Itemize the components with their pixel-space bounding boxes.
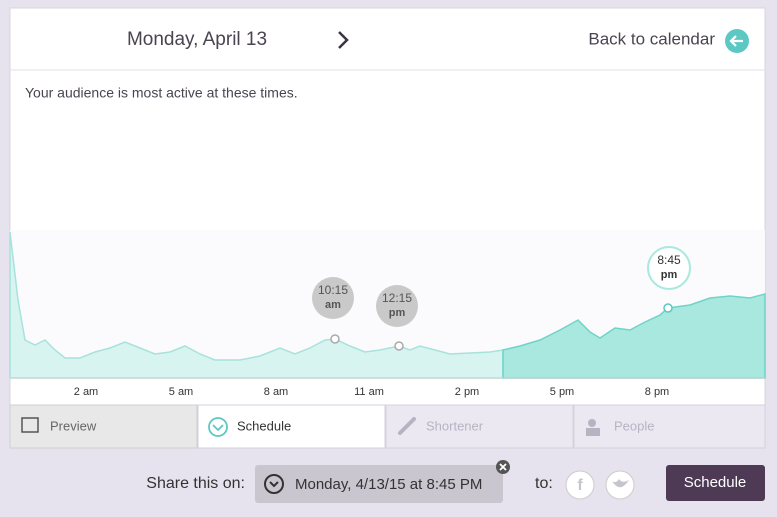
intro-text: Your audience is most active at these ti… [25, 85, 298, 101]
time-label: 8 am [264, 386, 288, 398]
peak-bubble[interactable] [376, 285, 418, 327]
schedule-icon [208, 417, 228, 437]
panel [9, 7, 766, 449]
peak-dot [394, 341, 404, 351]
tab-label[interactable]: Preview [50, 418, 97, 433]
time-label: 5 am [169, 386, 193, 398]
peak-dot [663, 303, 673, 313]
peak-bubble[interactable] [312, 277, 354, 319]
clear-x [499, 463, 507, 471]
time-label: 8 pm [645, 386, 669, 398]
date-title: Monday, April 13 [127, 29, 267, 50]
time-label: 5 pm [550, 386, 574, 398]
peak-period: pm [389, 307, 406, 319]
peak-period: am [325, 299, 341, 311]
people-icon [588, 419, 596, 427]
activity-area [9, 231, 504, 379]
time-label: 2 am [74, 386, 98, 398]
schedule-button[interactable] [666, 465, 765, 501]
back-link[interactable]: Back to calendar [588, 29, 715, 48]
peak-dot [330, 334, 340, 344]
back-arrow [729, 35, 743, 47]
preview-icon [21, 417, 39, 433]
next-day[interactable] [338, 31, 349, 49]
tab[interactable] [573, 404, 766, 449]
peak-time: 10:15 [318, 283, 348, 297]
tab[interactable] [9, 404, 198, 449]
facebook-icon: f [577, 477, 583, 494]
activity-area-selected [502, 293, 766, 379]
schedule-icon-check [212, 424, 224, 432]
clock-hand [269, 481, 279, 488]
datetime[interactable]: Monday, 4/13/15 at 8:45 PM [295, 476, 482, 493]
twitter-icon [612, 479, 629, 488]
tab[interactable] [197, 404, 386, 449]
peak-time: 12:15 [382, 291, 412, 305]
tab-label[interactable]: Schedule [237, 418, 291, 433]
clock-icon [264, 474, 284, 494]
peak-time: 8:45 [657, 253, 681, 267]
peak-period: pm [661, 269, 678, 281]
time-label: 11 am [354, 386, 384, 398]
schedule-button-label[interactable]: Schedule [684, 474, 747, 491]
tab[interactable] [385, 404, 574, 449]
shortener-icon [398, 417, 416, 435]
datetime-box[interactable] [255, 465, 503, 503]
tab-label[interactable]: People [614, 418, 654, 433]
share-label: Share this on: [146, 475, 245, 492]
time-label: 2 pm [455, 386, 479, 398]
to-label: to: [535, 475, 553, 492]
facebook-button[interactable] [565, 470, 595, 500]
tab-label[interactable]: Shortener [426, 418, 484, 433]
people-icon-body [586, 428, 600, 436]
peak-bubble[interactable] [647, 246, 691, 290]
